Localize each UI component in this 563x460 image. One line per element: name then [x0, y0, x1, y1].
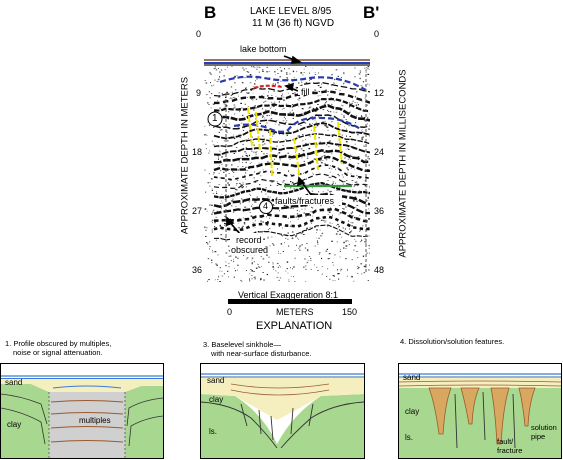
right-axis-title: APPROXIMATE DEPTH IN MILLISECONDS [397, 69, 409, 258]
explanation-title: EXPLANATION [256, 320, 333, 332]
profile-start-letter: B [204, 3, 217, 22]
panel4-fault-label-1: fault/ [497, 437, 514, 446]
record-obscured-label-line2: obscured [231, 245, 269, 255]
explanation-item-1-line1: 1. Profile obscured by multiples, [5, 339, 112, 348]
right-tick: 48 [374, 265, 385, 275]
seismic-reflectors [213, 81, 370, 241]
middle-blue-reflector [233, 116, 363, 133]
panel1-multiples-label: multiples [79, 416, 111, 425]
panel1-clay-label: clay [7, 420, 22, 429]
right-tick: 0 [374, 29, 380, 39]
panel3-ls-label: ls. [209, 427, 217, 436]
left-axis-title: APPROXIMATE DEPTH IN METERS [179, 76, 191, 235]
panel-multiples: sand clay multiples [0, 363, 164, 459]
panel3-sand-label: sand [207, 376, 225, 385]
lake-bottom-label: lake bottom [240, 44, 287, 54]
panel4-fault-label-2: fracture [497, 446, 523, 455]
explanation-item-3-line1: 3. Baselevel sinkhole— [203, 340, 281, 349]
panel4-ls-label: ls. [405, 433, 413, 442]
right-tick: 24 [374, 147, 385, 157]
solution-pipes [428, 387, 536, 445]
explanation-item-1-line2: noise or signal attenuation. [13, 348, 103, 357]
fault-lines [247, 107, 343, 181]
left-tick: 18 [192, 147, 203, 157]
left-tick: 9 [196, 88, 202, 98]
left-tick: 0 [196, 29, 202, 39]
upper-blue-reflector [219, 75, 367, 91]
seismic-profile [204, 34, 370, 282]
faults-label: faults/fractures [275, 196, 335, 206]
multiples-zone [49, 392, 125, 458]
panel-dissolution: sand clay ls. solution pipe fault/ fract… [398, 363, 562, 459]
scale-end: 150 [342, 307, 358, 317]
panel4-solution-label-1: solution [531, 423, 557, 432]
panel4-sand-label: sand [403, 373, 421, 382]
panel4-clay-label: clay [405, 407, 420, 416]
explanation-item-3-line2: with near-surface disturbance. [211, 349, 312, 358]
marker-4-circle [259, 200, 273, 214]
panel-sinkhole: sand clay ls. [200, 363, 365, 459]
vertical-exaggeration: Vertical Exaggeration 8:1 [238, 290, 339, 300]
marker-4-label: 4 [263, 201, 269, 211]
fill-red-line [253, 84, 283, 90]
record-obscured-label-line1: record [236, 235, 262, 245]
explanation-item-4-line1: 4. Dissolution/solution features. [400, 337, 505, 346]
panel3-clay-label: clay [209, 395, 224, 404]
fill-label: fill [301, 87, 310, 97]
annotation-arrows [226, 55, 313, 235]
marker-1-circle [207, 111, 223, 127]
elevation-label: 11 M (36 ft) NGVD [252, 18, 335, 29]
lake-level-label: LAKE LEVEL 8/95 [250, 6, 332, 17]
marker-1-label: 1 [212, 113, 218, 124]
left-tick: 36 [192, 265, 203, 275]
scale-unit: METERS [276, 307, 314, 317]
panel4-solution-label-2: pipe [531, 432, 546, 441]
panel1-sand-label: sand [5, 378, 23, 387]
profile-end-letter: B' [363, 3, 380, 22]
left-tick: 27 [192, 206, 203, 216]
right-tick: 12 [374, 88, 385, 98]
right-tick: 36 [374, 206, 385, 216]
scale-bar [228, 299, 352, 304]
scale-start: 0 [227, 307, 233, 317]
